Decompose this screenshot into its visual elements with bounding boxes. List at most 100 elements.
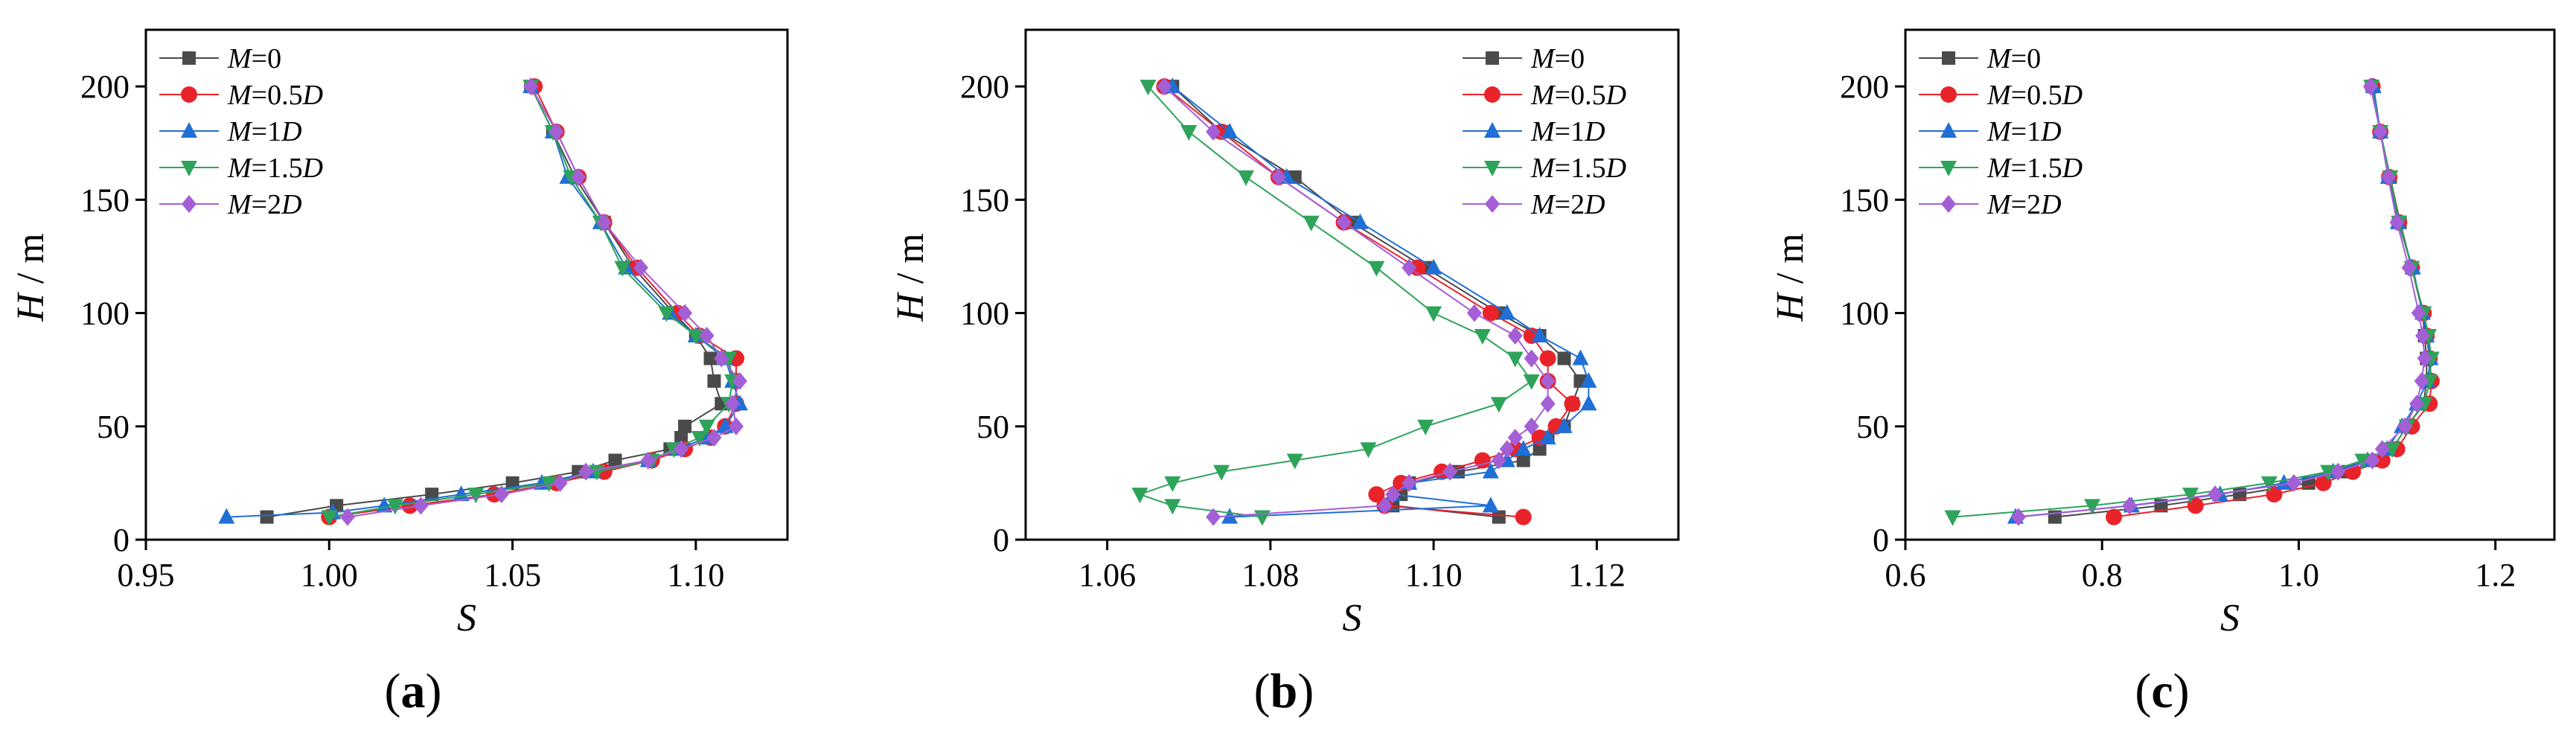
data-point (2365, 451, 2380, 470)
data-point (2320, 465, 2337, 481)
data-point (1499, 440, 1515, 459)
data-point (2397, 417, 2413, 435)
data-point (467, 488, 485, 504)
data-point (1253, 510, 1271, 526)
data-point (2409, 395, 2425, 413)
data-point (2374, 440, 2390, 459)
legend-label: M=0.5D (1987, 80, 2083, 111)
data-point (1402, 473, 1417, 492)
legend-marker (1484, 161, 1500, 176)
y-axis-title: H / m (10, 233, 52, 322)
data-point (1466, 304, 1482, 322)
legend-label: M=1D (1530, 116, 1605, 147)
data-point (571, 167, 587, 186)
legend-marker (1484, 86, 1500, 103)
x-tick-label: 1.05 (484, 557, 541, 593)
data-point (2122, 497, 2138, 515)
y-tick-label: 200 (1840, 68, 1889, 105)
data-point (1564, 395, 1581, 412)
data-point (1506, 351, 1524, 368)
data-point (1523, 374, 1540, 390)
data-point (1492, 510, 1506, 524)
data-point (523, 77, 539, 96)
data-point (699, 327, 715, 345)
data-point (1482, 497, 1499, 513)
x-tick-label: 1.08 (1241, 557, 1299, 593)
legend-label: M=0.5D (227, 80, 323, 111)
legend-entry: M=2D (1919, 189, 2062, 220)
legend-entry: M=0.5D (1919, 80, 2083, 111)
data-point (1417, 419, 1434, 435)
x-axis-title: S (457, 597, 476, 639)
data-point (1271, 167, 1286, 186)
data-point (2286, 473, 2301, 492)
data-point (2414, 371, 2429, 390)
data-point (596, 213, 612, 232)
data-point (1572, 349, 1589, 366)
y-tick-label: 0 (1873, 522, 1889, 558)
legend-label: M=1.5D (1530, 153, 1626, 184)
data-point (707, 374, 721, 388)
legend-marker (181, 122, 197, 138)
series-m-0-5d (2106, 78, 2440, 526)
legend-entry: M=1.5D (159, 153, 323, 184)
legend-label: M=0 (1987, 43, 2041, 74)
data-point (1442, 462, 1458, 481)
data-point (1164, 499, 1181, 515)
data-point (1491, 451, 1506, 470)
data-point (698, 419, 715, 435)
x-tick-label: 1.00 (301, 557, 358, 593)
plot-frame (1904, 28, 2556, 541)
data-point (1507, 327, 1523, 345)
x-tick-label: 1.10 (1405, 557, 1463, 593)
data-point (339, 508, 355, 526)
data-point (2106, 508, 2123, 526)
legend-marker (182, 195, 196, 213)
legend-marker (1940, 161, 1957, 176)
y-tick-label: 200 (80, 68, 130, 105)
data-point (1164, 476, 1181, 492)
legend-marker (1940, 86, 1957, 103)
data-point (2373, 123, 2388, 141)
data-point (1515, 508, 1532, 526)
data-point (1540, 371, 1556, 390)
legend-label: M=1D (227, 116, 302, 147)
legend-marker (1941, 195, 1956, 213)
series-line (2015, 86, 2432, 518)
legend-label: M=0.5D (1530, 80, 1626, 111)
x-tick-label: 1.06 (1078, 557, 1136, 593)
legend-marker (1486, 51, 1499, 65)
data-point (2182, 488, 2199, 504)
series-m-2d (2010, 77, 2432, 526)
legend-entry: M=2D (159, 189, 302, 220)
data-point (658, 306, 675, 322)
y-tick-label: 100 (1840, 296, 1889, 332)
data-point (687, 329, 704, 345)
data-point (1385, 485, 1401, 504)
x-tick-label: 1.0 (2278, 557, 2319, 593)
data-point (1131, 488, 1148, 504)
series-line (1163, 86, 1549, 518)
data-point (1482, 304, 1499, 322)
data-point (706, 429, 722, 447)
data-point (549, 123, 564, 141)
y-tick-label: 150 (80, 182, 130, 218)
data-point (2414, 327, 2430, 345)
panel-label: (a) (385, 664, 442, 718)
data-point (578, 462, 594, 481)
y-tick-label: 0 (113, 522, 130, 558)
data-point (2330, 462, 2346, 481)
data-point (1425, 306, 1442, 322)
series-line (2018, 86, 2426, 518)
data-point (1140, 80, 1157, 96)
y-tick-label: 50 (1856, 409, 1889, 445)
series-line (2054, 86, 2428, 518)
data-point (2380, 167, 2396, 186)
y-tick-label: 50 (97, 409, 130, 445)
data-point (2384, 442, 2400, 459)
data-point (2010, 508, 2026, 526)
data-point (260, 510, 274, 524)
plot-frame (144, 28, 789, 541)
data-point (1557, 351, 1571, 366)
